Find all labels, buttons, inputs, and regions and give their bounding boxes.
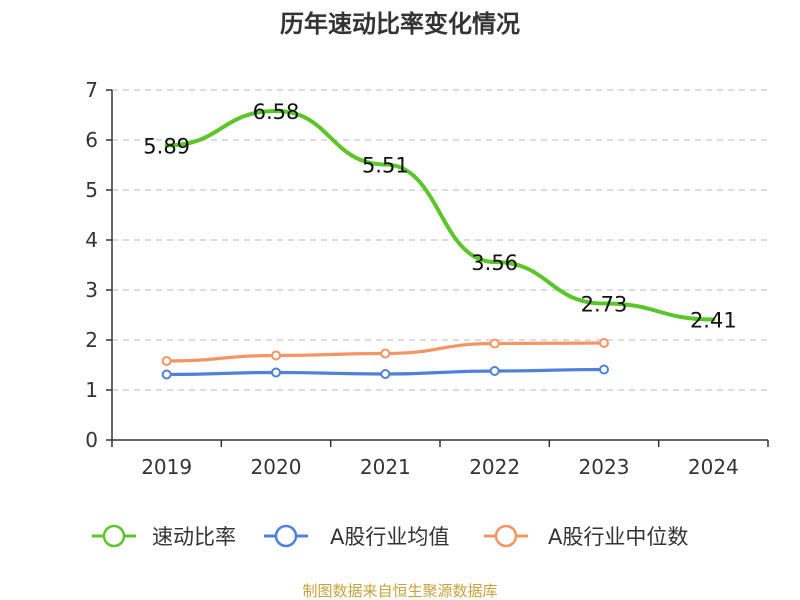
data-point [489,366,500,376]
data-point [380,369,391,379]
series-line [164,109,716,322]
data-point [271,367,281,378]
data-point [599,364,609,375]
data-label: 6.58 [253,100,300,124]
data-point [599,338,609,348]
data-label: 5.51 [362,154,409,178]
y-tick-label: 3 [85,278,98,302]
y-tick-label: 6 [85,128,98,152]
x-tick-label: 2021 [360,455,411,479]
source-note: 制图数据来自恒生聚源数据库 [302,582,497,600]
legend-label: 速动比率 [152,525,236,549]
legend[interactable]: 速动比率 A股行业均值 A股行业中位数 [92,524,688,549]
legend-label: A股行业均值 [330,525,449,549]
y-tick-label: 0 [85,428,98,452]
y-tick-label: 1 [85,378,98,402]
y-tick-label: 2 [85,328,98,352]
data-point [489,338,500,349]
data-label: 5.89 [143,135,190,159]
series-2 [161,338,609,366]
series-0 [164,109,716,322]
x-tick-label: 2024 [688,455,739,479]
data-point [380,348,391,359]
data-point [271,350,281,361]
legend-marker [274,524,298,548]
x-tick-label: 2020 [251,455,302,479]
legend-item[interactable]: A股行业中位数 [484,524,688,549]
x-tick-label: 2023 [579,455,630,479]
legend-label: A股行业中位数 [548,525,688,549]
y-tick-label: 4 [85,228,98,252]
data-labels: 5.89 6.58 5.51 3.56 2.73 2.41 [143,100,736,333]
data-label: 3.56 [471,251,518,275]
series-layer [161,109,716,380]
data-point [161,356,172,366]
x-tick-label: 2019 [141,455,192,479]
x-tick-label: 2022 [469,455,520,479]
legend-item[interactable]: A股行业均值 [264,524,449,549]
data-label: 2.41 [690,309,737,333]
y-tick-label: 5 [85,178,98,202]
data-point [161,369,172,380]
axes: 0 1 2 3 4 5 6 7 2019 2020 2021 2022 2023 2024 [85,78,769,479]
legend-item[interactable]: 速动比率 [92,524,236,549]
y-tick-label: 7 [85,78,98,102]
legend-marker [494,524,518,548]
legend-marker [102,524,126,548]
series-1 [161,364,609,380]
chart-title: 历年速动比率变化情况 [280,10,520,38]
data-label: 2.73 [581,293,628,317]
